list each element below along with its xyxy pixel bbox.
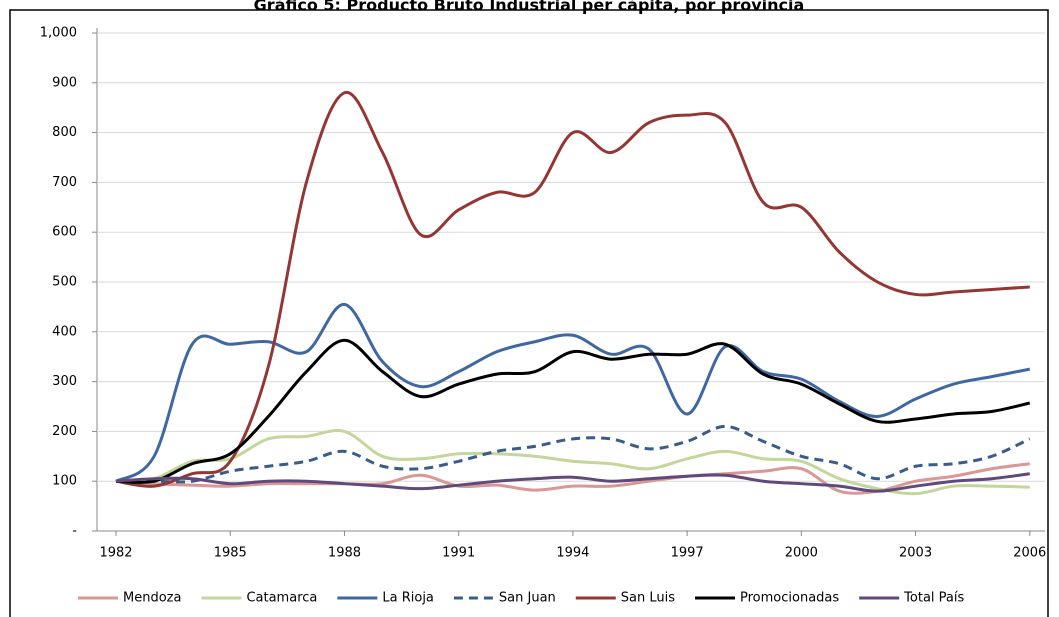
x-tick-label: 2000 [785,546,818,561]
x-tick-label: 1985 [214,546,247,561]
y-tick-label: 500 [52,275,77,290]
y-tick-label: 300 [52,374,77,389]
x-tick-label: 1994 [556,546,589,561]
chart-title: Gráfico 5: Producto Bruto Industrial per… [254,0,805,15]
x-tick-label: 1982 [99,546,132,561]
y-tick-label: 100 [52,474,77,489]
series-line [115,91,1030,488]
legend-label: San Luis [621,591,675,606]
legend-label: Catamarca [246,591,317,606]
series-line [115,472,1030,493]
y-tick-label: - [72,524,77,539]
y-tick-label: 600 [52,225,77,240]
series-line [115,302,1031,483]
x-tick-label: 1988 [328,546,361,561]
series-line [115,338,1031,484]
y-tick-label: 800 [52,125,77,140]
y-tick-label: 400 [52,324,77,339]
legend-label: La Rioja [382,591,434,606]
y-tick-label: 700 [52,175,77,190]
legend-label: San Juan [499,591,556,606]
series-line [115,429,1030,496]
y-tick-label: 900 [52,75,77,90]
x-tick-label: 2003 [899,546,932,561]
legend-label: Mendoza [123,591,181,606]
x-tick-label: 1991 [442,546,475,561]
chart-border [9,9,1049,617]
x-tick-label: 2006 [1013,546,1046,561]
x-tick-label: 1997 [671,546,704,561]
legend-label: Promocionadas [740,591,839,606]
series-line [116,424,1031,484]
legend-label: Total País [903,591,964,606]
y-tick-label: 1,000 [40,26,77,41]
y-tick-label: 200 [52,424,77,439]
